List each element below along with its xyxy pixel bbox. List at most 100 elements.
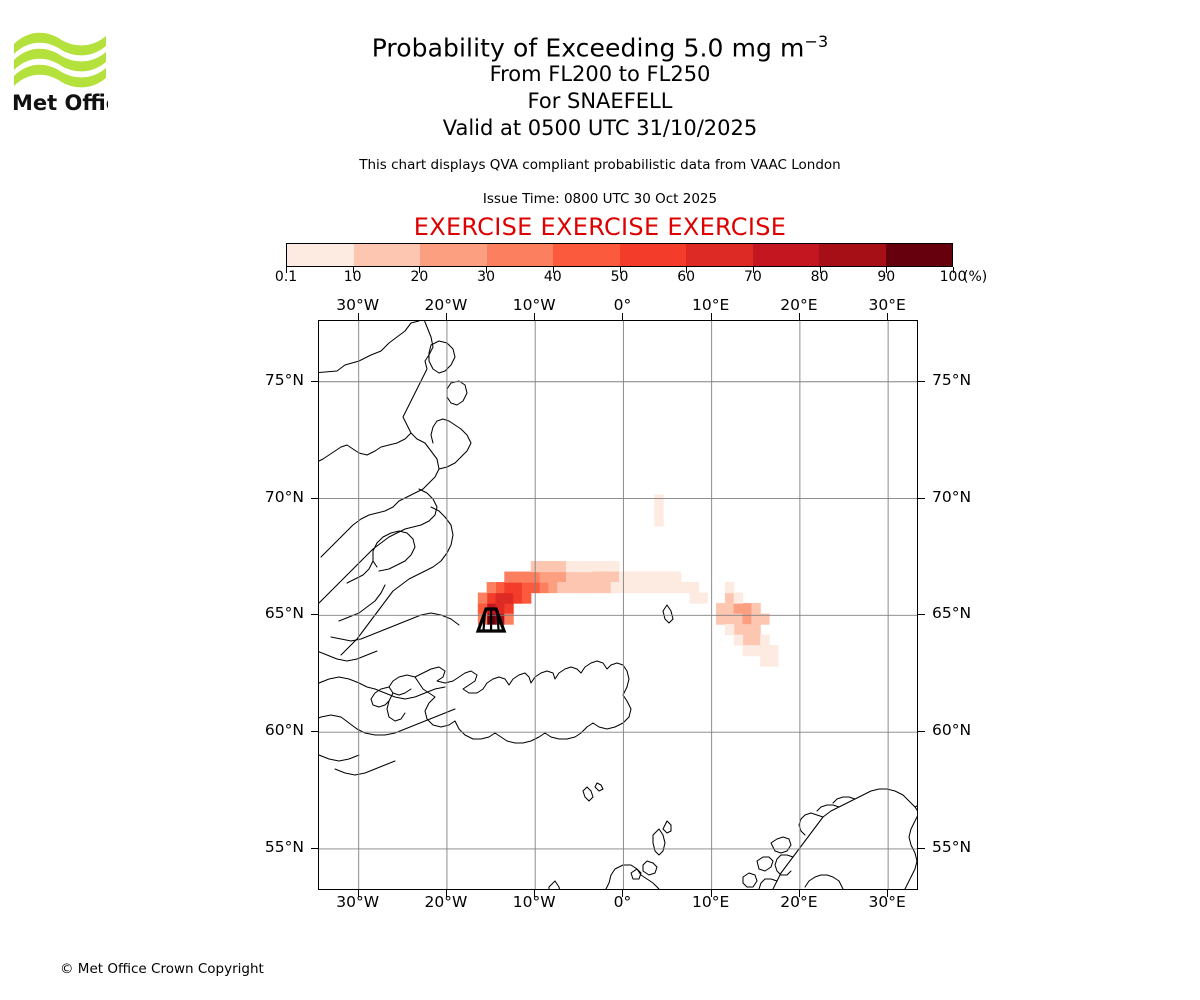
ash-cell: [557, 561, 567, 573]
ash-cell: [495, 603, 505, 615]
copyright-notice: © Met Office Crown Copyright: [60, 961, 264, 977]
ash-cell: [477, 603, 488, 615]
ash-cell: [663, 582, 673, 594]
lon-label-top--30: 30°W: [336, 296, 380, 314]
lon-tick-10: [710, 890, 712, 897]
colorbar-segment-5: [619, 244, 686, 266]
ash-cell: [610, 571, 620, 583]
met-office-logo: Met Office: [12, 22, 108, 114]
ash-cell: [733, 603, 744, 615]
ash-cell: [680, 582, 691, 594]
ash-cell: [751, 603, 761, 615]
colorbar-tick-label-30: 30: [477, 269, 495, 285]
ash-cell: [574, 571, 585, 583]
lon-tick-0: [622, 313, 624, 320]
ash-cell: [654, 504, 664, 517]
ash-cell: [654, 494, 664, 506]
volcano-plume-line-icon: [495, 609, 500, 631]
lat-tick-60: [918, 731, 925, 733]
lon-tick-0: [622, 890, 624, 897]
ash-cell: [742, 624, 752, 636]
lat-label-left-55: 55°N: [264, 837, 304, 856]
ash-cell: [513, 582, 523, 594]
colorbar-tick-100: [953, 267, 954, 273]
ash-cell: [724, 582, 735, 594]
ash-cell: [742, 603, 752, 615]
ash-cell: [724, 624, 735, 636]
ash-cell: [592, 582, 602, 594]
map-gridlines: [319, 321, 917, 889]
colorbar-tick-90: [886, 267, 888, 273]
ash-cell: [495, 582, 505, 594]
ash-cell: [574, 561, 585, 573]
colorbar-tick-label-90: 90: [877, 269, 896, 285]
colorbar-tick-label-70: 70: [743, 269, 762, 285]
ash-cell: [504, 582, 514, 594]
colorbar-tick-label-60: 60: [677, 269, 696, 285]
ash-cell: [601, 582, 611, 594]
colorbar-gradient: [286, 243, 953, 267]
ash-cell: [627, 582, 638, 594]
lat-label-left-60: 60°N: [264, 721, 304, 740]
lon-label-bottom-30: 30°E: [868, 893, 906, 911]
lon-label-top-30: 30°E: [868, 296, 906, 314]
ash-cell: [477, 592, 488, 604]
lon-tick--20: [445, 890, 447, 897]
ash-cell: [636, 582, 647, 594]
lon-tick-10: [710, 313, 712, 320]
qva-note: This chart displays QVA compliant probab…: [359, 157, 841, 173]
volcano-marker-icon: [475, 607, 507, 633]
ash-cell: [733, 634, 744, 646]
colorbar-tick-80: [819, 267, 821, 273]
ash-cell: [566, 571, 576, 583]
page-title: Probability of Exceeding 5.0 mg m−3: [0, 26, 1200, 64]
lat-tick-70: [311, 497, 318, 499]
colorbar-tick-label-20: 20: [410, 269, 429, 285]
ash-cell: [671, 582, 682, 594]
ash-cell: [769, 645, 779, 657]
ash-cell: [645, 571, 655, 583]
colorbar-segment-2: [420, 244, 487, 266]
ash-cell: [760, 613, 770, 625]
ash-cell: [486, 582, 497, 594]
ash-cell: [689, 582, 700, 594]
lat-tick-65: [311, 614, 318, 616]
lat-tick-75: [918, 380, 925, 382]
lon-label-top-20: 20°E: [780, 296, 818, 314]
lon-label-bottom--10: 10°W: [512, 893, 556, 911]
volcano-subtitle: For SNAEFELL: [527, 89, 673, 113]
colorbar-tick-label-10: 10: [343, 269, 362, 285]
ash-cell: [566, 561, 576, 573]
ash-cell: [539, 561, 550, 573]
lon-label-bottom--20: 20°W: [424, 893, 468, 911]
lon-tick--30: [357, 890, 359, 897]
volcano-triangle-icon: [475, 607, 507, 633]
lon-tick-20: [798, 313, 800, 320]
colorbar-unit-label: (%): [963, 269, 988, 285]
ash-cell: [716, 603, 726, 615]
ash-cell: [724, 592, 735, 604]
lon-tick--10: [534, 890, 536, 897]
ash-cell: [698, 592, 708, 604]
ash-cell: [504, 592, 514, 604]
lat-label-right-60: 60°N: [932, 721, 972, 740]
colorbar-tick-30: [486, 267, 488, 273]
colorbar-segment-8: [819, 244, 886, 266]
coastlines: [319, 321, 917, 889]
colorbar-tick-60: [686, 267, 688, 273]
exercise-banner: EXERCISE EXERCISE EXERCISE: [413, 213, 787, 241]
ash-cell: [724, 613, 735, 625]
ash-cell: [627, 571, 638, 583]
logo-text: Met Office: [12, 91, 108, 114]
ash-cell: [751, 645, 761, 657]
logo-waves: [14, 32, 106, 88]
ash-cell: [504, 571, 514, 583]
lat-tick-75: [311, 380, 318, 382]
ash-probability-map: [318, 320, 918, 890]
ash-cell: [751, 613, 761, 625]
ash-cell: [495, 592, 505, 604]
ash-cell: [610, 561, 620, 573]
lon-label-bottom-10: 10°E: [692, 893, 730, 911]
ash-cell: [557, 582, 567, 594]
lon-label-top-10: 10°E: [692, 296, 730, 314]
